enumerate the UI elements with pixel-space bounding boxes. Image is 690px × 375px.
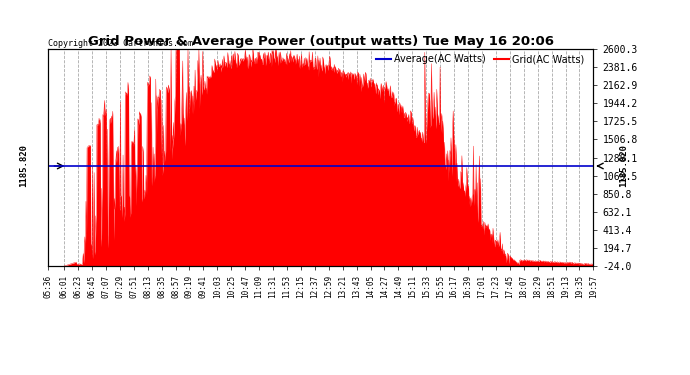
Text: 1185.820: 1185.820: [19, 144, 28, 188]
Text: 1185.820: 1185.820: [619, 144, 628, 188]
Text: Copyright 2023 Cartronics.com: Copyright 2023 Cartronics.com: [48, 39, 193, 48]
Legend: Average(AC Watts), Grid(AC Watts): Average(AC Watts), Grid(AC Watts): [372, 50, 589, 68]
Title: Grid Power & Average Power (output watts) Tue May 16 20:06: Grid Power & Average Power (output watts…: [88, 34, 554, 48]
